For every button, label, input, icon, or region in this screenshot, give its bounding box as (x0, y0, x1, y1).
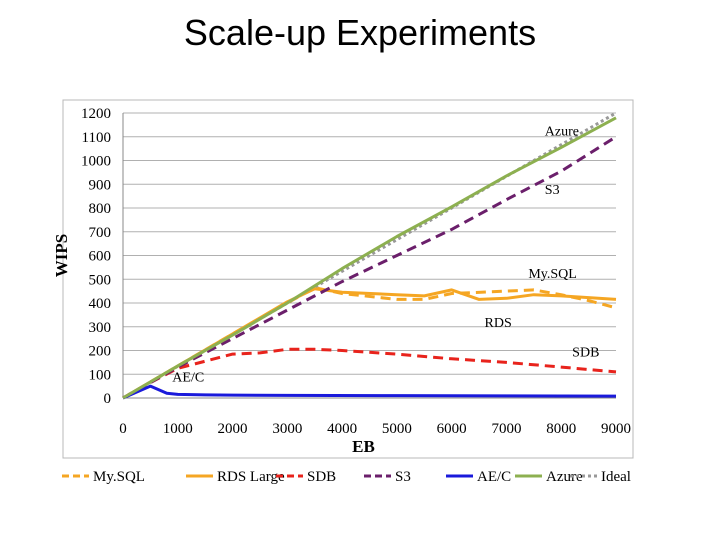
series-annotation: S3 (545, 183, 560, 198)
x-tick-label: 0 (119, 421, 127, 437)
x-tick-label: 8000 (546, 421, 576, 437)
legend-label-sdb: SDB (307, 469, 336, 485)
y-tick-label: 500 (89, 272, 112, 288)
x-tick-label: 7000 (491, 421, 521, 437)
y-tick-label: 900 (89, 177, 112, 193)
legend-label-s3: S3 (395, 469, 411, 485)
x-tick-label: 3000 (272, 421, 302, 437)
legend-label-my-sql: My.SQL (93, 469, 145, 485)
series-annotation: My.SQL (528, 267, 577, 282)
series-annotation: SDB (572, 345, 599, 360)
legend-label-ae-c: AE/C (477, 469, 511, 485)
slide-title: Scale-up Experiments (183, 12, 537, 53)
series-line-azure (122, 116, 617, 400)
x-tick-label: 5000 (382, 421, 412, 437)
plot-frame (62, 99, 634, 459)
y-tick-label: 600 (89, 249, 112, 265)
series-line-sdb (122, 347, 617, 400)
y-tick-label: 200 (89, 344, 112, 360)
series-annotation: AE/C (172, 370, 204, 385)
x-tick-label: 6000 (437, 421, 467, 437)
series-line-ae-c (122, 384, 617, 400)
y-tick-label: 1200 (81, 106, 111, 122)
y-tick-label: 1100 (82, 130, 111, 146)
x-tick-label: 2000 (218, 421, 248, 437)
y-tick-label: 300 (89, 320, 112, 336)
x-axis-title: EB (352, 437, 375, 456)
series-line-s3 (122, 135, 617, 400)
legend-label-rds-large: RDS Large (217, 469, 285, 485)
y-tick-label: 400 (89, 296, 112, 312)
y-axis-title: WIPS (52, 234, 71, 277)
series-annotation: RDS (485, 316, 512, 331)
y-tick-label: 1000 (81, 154, 111, 170)
y-tick-label: 800 (89, 201, 112, 217)
y-tick-label: 0 (104, 391, 112, 407)
series-annotation: Azure (545, 125, 579, 140)
y-tick-label: 100 (89, 367, 112, 383)
legend-label-azure: Azure (546, 469, 583, 485)
x-tick-label: 9000 (601, 421, 631, 437)
y-tick-label: 700 (89, 225, 112, 241)
legend-label-ideal: Ideal (601, 469, 631, 485)
x-tick-label: 1000 (163, 421, 193, 437)
x-tick-label: 4000 (327, 421, 357, 437)
